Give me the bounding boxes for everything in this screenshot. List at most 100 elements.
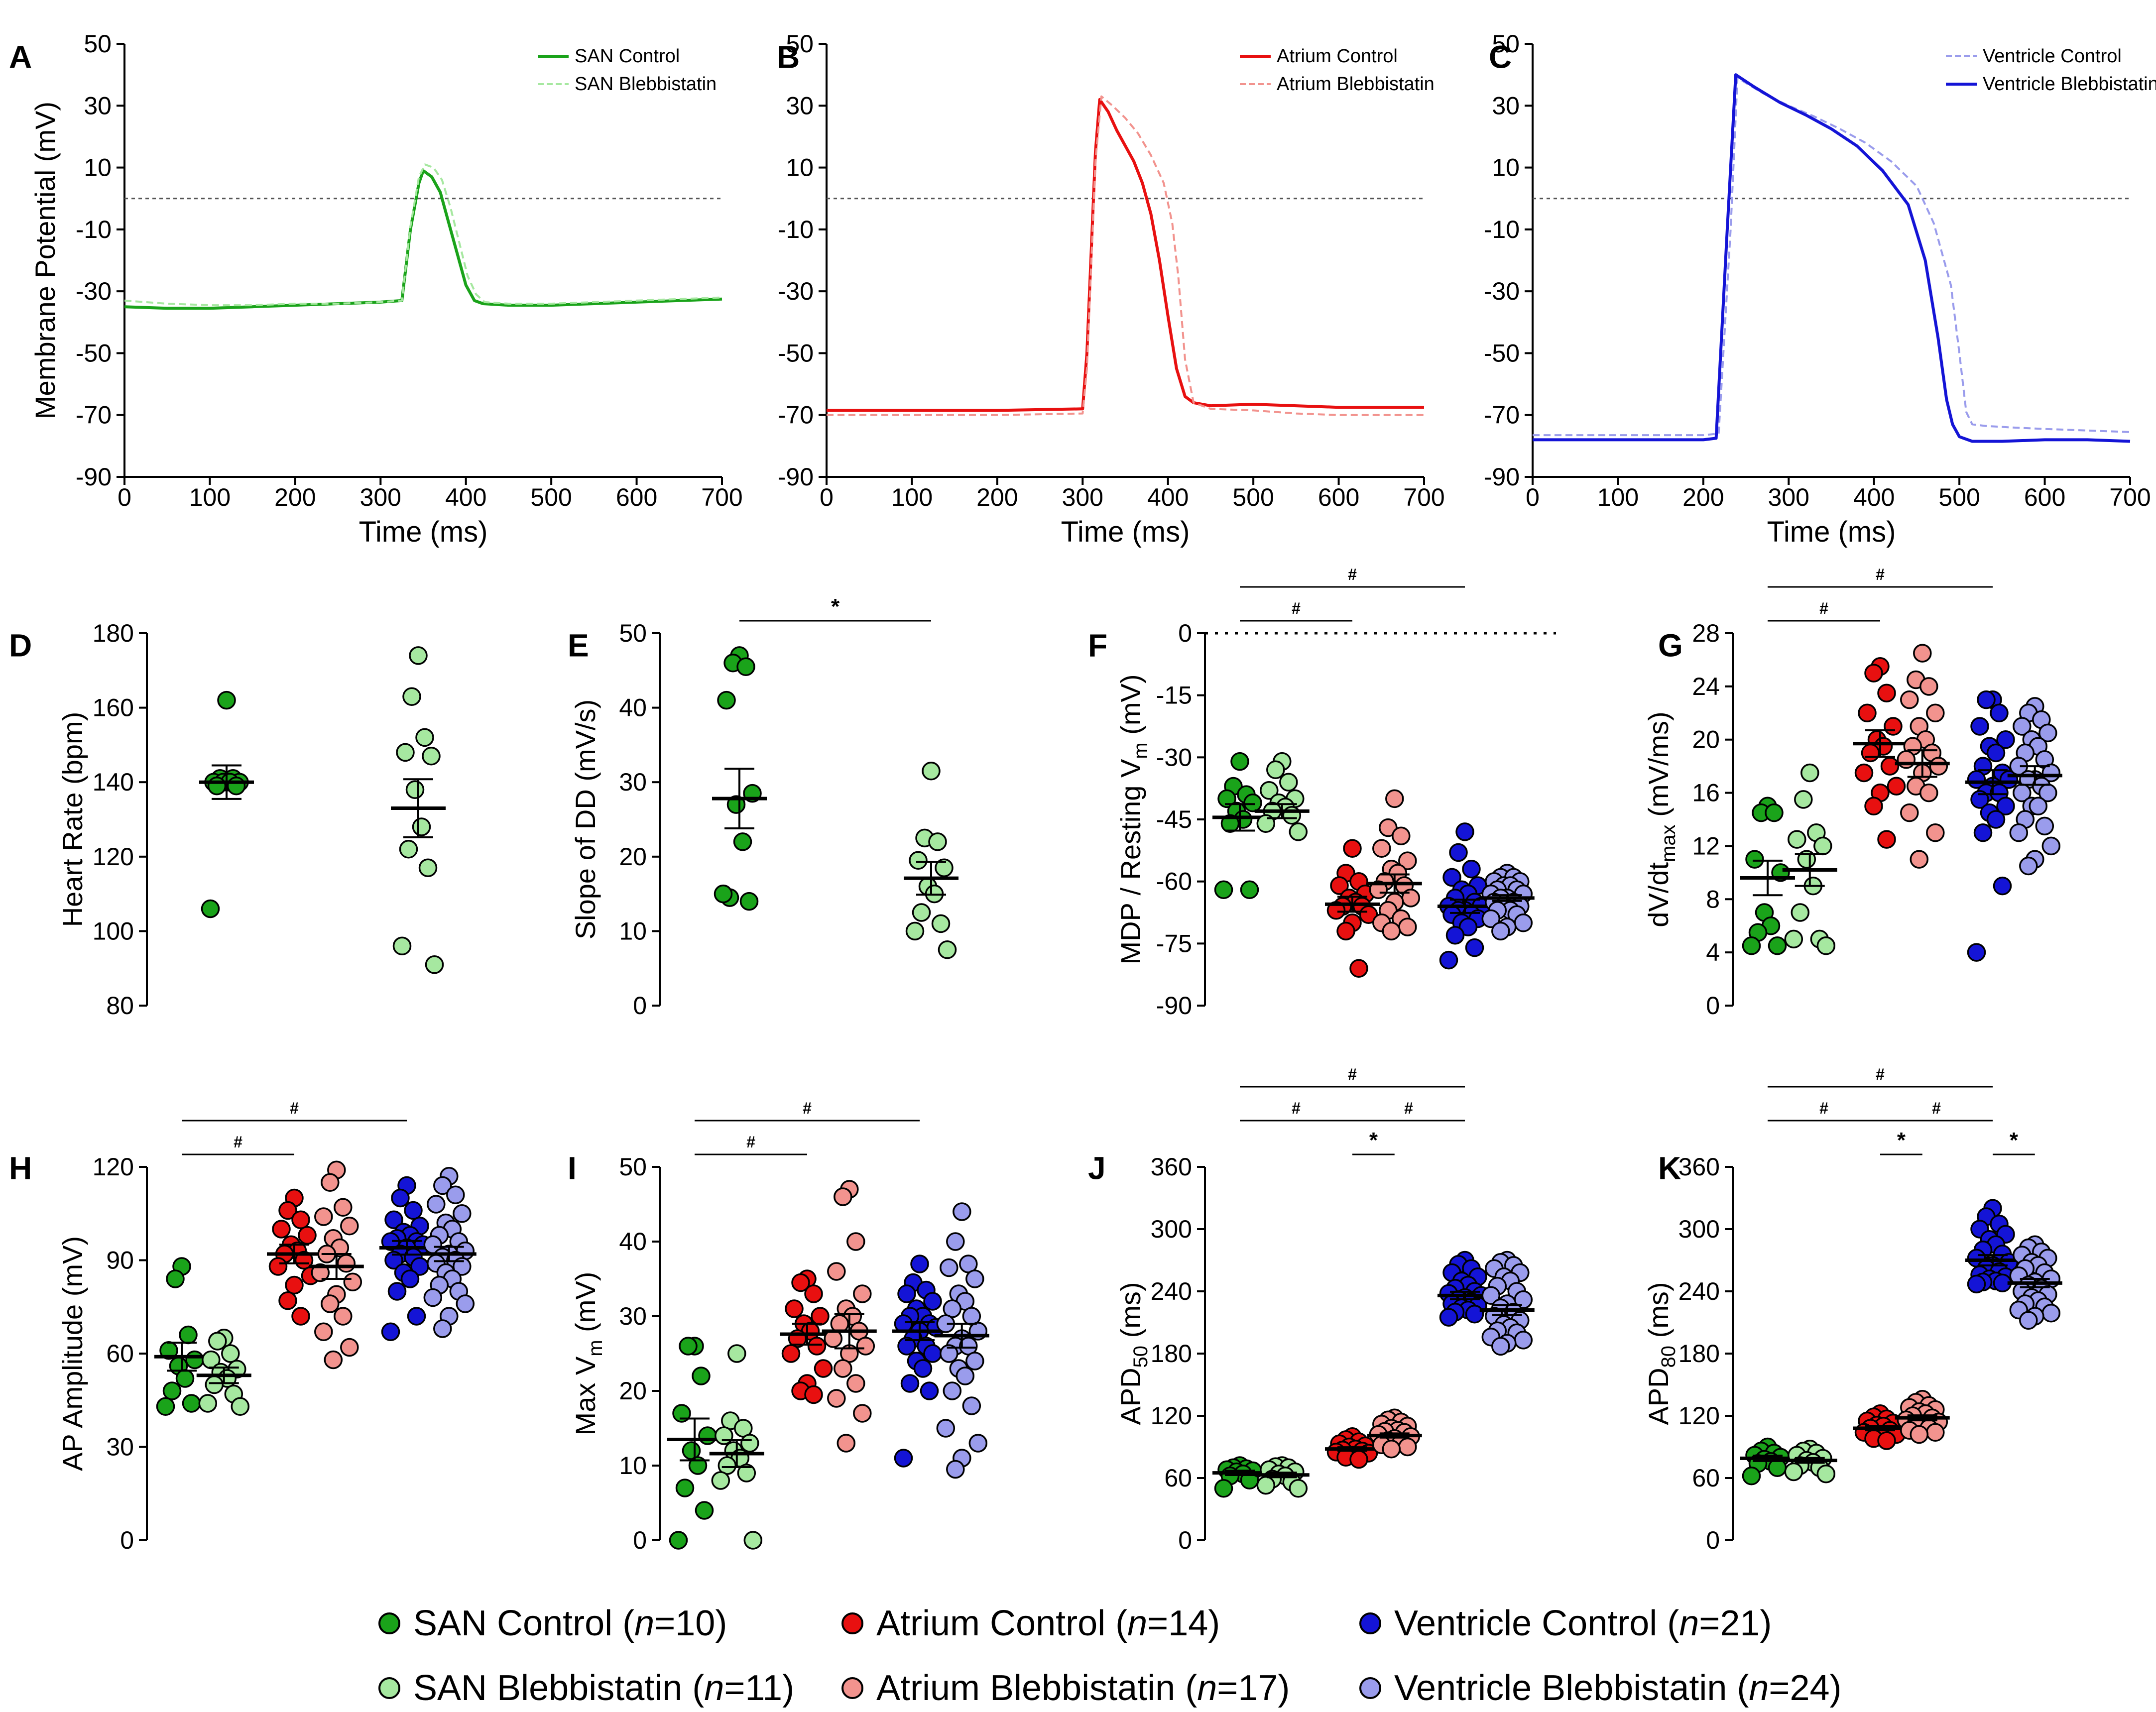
data-point [2041, 836, 2061, 856]
data-point [409, 646, 428, 665]
significance-label: # [1292, 599, 1301, 617]
y-tick-label: 0 [1178, 619, 1192, 647]
y-tick-label: 4 [1706, 938, 1720, 966]
legend-item-atrium-control: Atrium Control (n =14) [841, 1603, 1220, 1644]
significance-label: # [1876, 566, 1885, 583]
data-point [669, 1531, 688, 1550]
y-tick-label: -90 [778, 463, 814, 491]
data-point [384, 1210, 403, 1230]
y-tick-label: 180 [93, 619, 134, 647]
y-tick-label: -30 [1484, 277, 1520, 305]
data-point [2029, 797, 2048, 816]
y-tick-label: 24 [1692, 673, 1720, 700]
data-point [1913, 644, 1932, 663]
data-point [1858, 703, 1877, 723]
legend-label: Atrium Control [1277, 46, 1398, 67]
data-point [201, 899, 220, 918]
group-ventricle-blebb [421, 1167, 477, 1338]
panel-label: A [9, 39, 32, 75]
y-tick-label: 160 [93, 694, 134, 722]
group-san-blebb [1254, 752, 1310, 841]
significance-label: # [1404, 1099, 1413, 1117]
data-point [1343, 839, 1362, 858]
y-tick-label: -10 [76, 216, 112, 243]
data-point [846, 1374, 865, 1393]
data-point [1220, 814, 1240, 833]
data-point [807, 1337, 827, 1356]
group-atrium-blebb [822, 1180, 877, 1453]
panel-label: K [1658, 1150, 1681, 1186]
y-axis-label-main: APD [1115, 1368, 1146, 1425]
data-point [1970, 790, 1989, 809]
panel-label: B [777, 39, 800, 75]
data-point [207, 776, 227, 796]
data-point [946, 1460, 965, 1479]
y-tick-label: 40 [619, 694, 647, 722]
x-tick-label: 100 [891, 483, 933, 511]
data-point [785, 1299, 804, 1318]
data-point [1260, 781, 1279, 800]
data-point [1745, 850, 1764, 869]
y-tick-label: -45 [1156, 805, 1192, 833]
data-point [692, 1367, 711, 1385]
y-axis-label: Slope of DD (mV/s) [570, 699, 601, 939]
y-axis-label-tail: (ms) [1115, 1282, 1146, 1346]
data-point [2009, 823, 2029, 842]
data-point [1970, 717, 1989, 736]
data-point [391, 1188, 410, 1208]
group-ventricle-blebb [1479, 1251, 1535, 1356]
data-point [1742, 936, 1761, 955]
data-point [278, 1291, 297, 1310]
legend-label: Ventricle Blebbistatin [1983, 74, 2156, 95]
data-point [965, 1352, 984, 1370]
data-point [1919, 677, 1938, 696]
data-point [935, 858, 954, 877]
data-point [1910, 1425, 1929, 1444]
data-point [227, 776, 246, 796]
legend-item-san-control: SAN Control (n =10) [378, 1603, 727, 1644]
data-point [739, 892, 759, 911]
data-point [1900, 803, 1919, 822]
data-point [1784, 929, 1803, 949]
y-axis-label-sub: 80 [1658, 1346, 1679, 1368]
y-tick-label: -10 [1484, 216, 1520, 243]
y-tick-label: -30 [76, 277, 112, 305]
data-point [402, 687, 421, 706]
data-point [1481, 909, 1501, 928]
y-tick-label: 8 [1706, 885, 1720, 913]
group-ventricle-control [892, 1255, 947, 1468]
data-point [1996, 797, 2015, 816]
group-ventricle-control [1965, 690, 2020, 962]
y-axis-label-sub: max [1658, 824, 1679, 862]
data-point [400, 1269, 420, 1288]
data-point [1481, 1286, 1501, 1305]
y-tick-label: 80 [106, 992, 134, 1020]
data-point [298, 1226, 317, 1245]
y-tick-label: 10 [619, 917, 647, 945]
y-axis-label-sub: 50 [1130, 1346, 1152, 1368]
y-tick-label: 30 [786, 92, 814, 119]
y-tick-label: 50 [1492, 30, 1520, 58]
y-tick-label: 50 [619, 619, 647, 647]
data-point [321, 1294, 340, 1313]
legend-n-symbol: n [1197, 1668, 1217, 1708]
data-point [1967, 1274, 1986, 1294]
y-tick-label: 16 [1692, 779, 1720, 807]
data-point [1926, 1423, 1945, 1442]
y-tick-label: 120 [1678, 1402, 1720, 1430]
y-axis-label-main: Heart Rate (bpm) [57, 712, 88, 927]
data-point [923, 1292, 942, 1311]
panel-label: I [568, 1150, 577, 1186]
data-point [834, 1187, 852, 1206]
y-tick-label: -50 [778, 339, 814, 367]
data-point [334, 1198, 353, 1217]
y-tick-label: -70 [1484, 401, 1520, 429]
x-tick-label: 600 [616, 483, 657, 511]
data-point [423, 1288, 443, 1307]
group-ventricle-control [1965, 1199, 2020, 1294]
y-tick-label: 120 [93, 1153, 134, 1181]
y-tick-label: 20 [619, 1377, 647, 1405]
x-tick-label: 200 [274, 483, 316, 511]
data-point [415, 728, 434, 747]
data-point [185, 1350, 204, 1370]
